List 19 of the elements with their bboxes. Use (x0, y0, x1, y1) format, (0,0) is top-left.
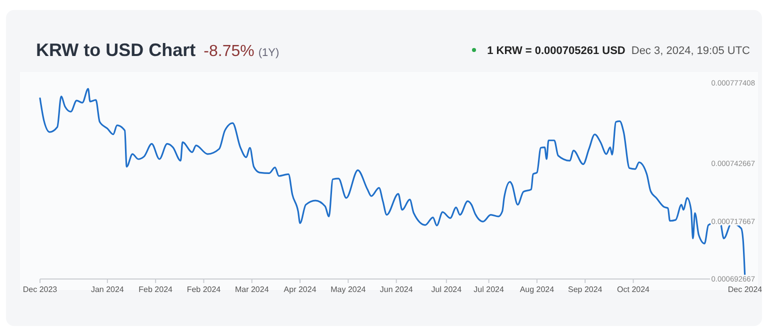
x-tick-label: Feb 2024 (138, 285, 174, 294)
x-tick-label: Sep 2024 (568, 285, 603, 294)
x-tick-label: Jul 2024 (431, 285, 462, 294)
x-tick-label: Dec 2023 (22, 285, 58, 294)
x-tick-label: Mar 2024 (234, 285, 270, 294)
x-tick-label: Jun 2024 (380, 285, 414, 294)
text: 1 KRW = 0.000705261 USD (487, 45, 626, 57)
chart-title: KRW to USD Chart (36, 40, 196, 60)
x-tick-label: Apr 2024 (284, 285, 317, 294)
x-tick-label: Dec 2024 (728, 285, 763, 294)
x-tick-label: Oct 2024 (617, 285, 650, 294)
text: (1Y) (258, 47, 280, 59)
text: Dec 3, 2024, 19:05 UTC (631, 45, 750, 57)
x-tick-label: Jan 2024 (90, 285, 124, 294)
chart-subtitle: -8.75% (204, 43, 254, 60)
x-tick-label: Aug 2024 (520, 285, 555, 294)
x-tick-label: May 2024 (330, 285, 366, 294)
x-tick-label: Jul 2024 (474, 285, 504, 294)
x-tick-label: Feb 2024 (186, 285, 222, 294)
